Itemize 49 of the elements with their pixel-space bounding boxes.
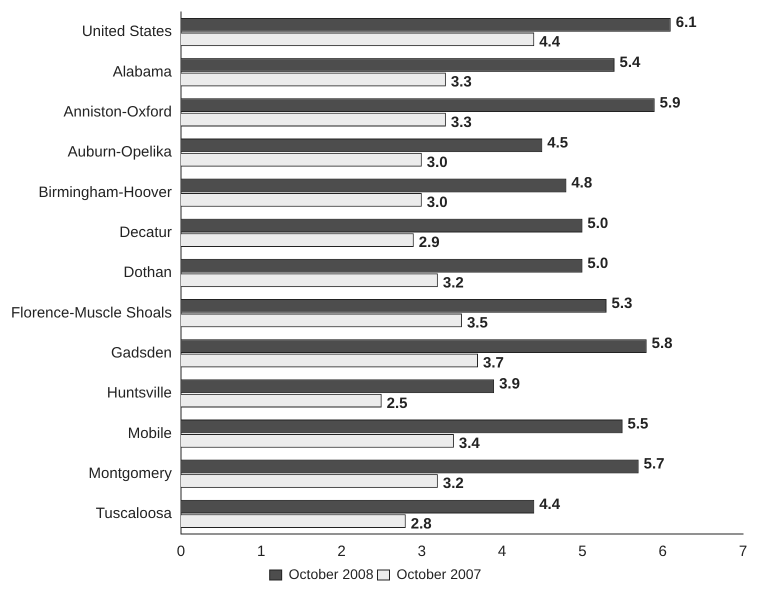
data-label: 2.8 <box>410 515 432 532</box>
x-tick-label: 4 <box>498 543 506 560</box>
y-tick-label: Birmingham-Hoover <box>38 184 172 201</box>
y-tick-label: Decatur <box>119 224 172 241</box>
y-tick-label: Montgomery <box>88 464 172 482</box>
legend-label: October 2008 <box>288 566 374 582</box>
data-label: 4.4 <box>539 496 561 513</box>
y-tick-label: Huntsville <box>106 384 172 402</box>
x-tick-label: 6 <box>658 543 667 560</box>
y-tick-label: Dothan <box>124 264 172 282</box>
data-label: 3.2 <box>442 475 464 492</box>
x-tick-label: 3 <box>418 543 426 560</box>
data-label: 4.5 <box>547 134 568 152</box>
data-label: 3.3 <box>450 74 472 91</box>
x-tick-label: 0 <box>176 543 186 560</box>
data-label: 3.0 <box>426 194 448 212</box>
y-tick-label: Alabama <box>112 63 173 80</box>
y-tick-label: United States <box>82 23 172 40</box>
data-label: 3.9 <box>499 375 520 392</box>
data-label: 4.4 <box>539 33 561 50</box>
data-label: 3.3 <box>450 114 472 131</box>
data-label: 5.3 <box>611 295 632 312</box>
x-tick-label: 5 <box>578 543 587 560</box>
data-label: 3.7 <box>483 354 504 372</box>
data-label: 6.1 <box>676 14 697 31</box>
data-label: 3.0 <box>426 154 448 171</box>
y-tick-label: Tuscaloosa <box>96 505 173 522</box>
x-tick-label: 1 <box>257 543 266 560</box>
y-tick-label: Gadsden <box>111 344 172 362</box>
x-tick-label: 7 <box>738 543 748 560</box>
data-label: 4.8 <box>571 174 592 192</box>
data-label: 5.0 <box>587 254 608 272</box>
data-label: 5.8 <box>652 335 672 352</box>
y-tick-label: Anniston-Oxford <box>64 104 172 121</box>
data-label: 3.4 <box>458 434 480 452</box>
legend-label: October 2007 <box>396 566 482 582</box>
data-label: 5.7 <box>644 456 664 473</box>
data-label: 5.0 <box>587 214 608 232</box>
data-label: 2.9 <box>418 234 440 252</box>
data-label: 5.4 <box>620 54 642 72</box>
x-tick-label: 2 <box>337 543 346 560</box>
y-tick-label: Auburn-Opelika <box>68 144 173 161</box>
data-label: 2.5 <box>386 394 408 412</box>
data-label: 3.5 <box>466 314 488 332</box>
data-label: 3.2 <box>442 274 464 292</box>
y-tick-label: Mobile <box>128 424 172 442</box>
data-label: 5.5 <box>628 416 648 433</box>
y-tick-label: Florence-Muscle Shoals <box>10 304 172 322</box>
data-label: 5.9 <box>660 94 681 112</box>
